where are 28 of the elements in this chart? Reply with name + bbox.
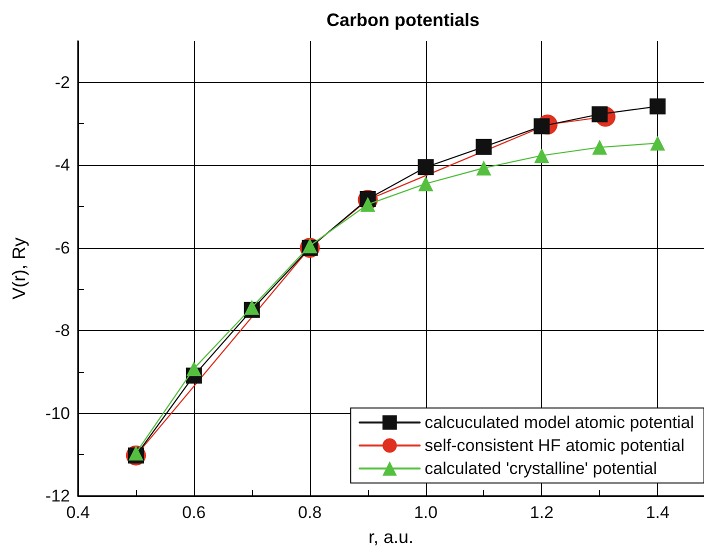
point	[244, 300, 260, 315]
x-tick-label: 0.4	[66, 503, 90, 522]
x-tick-label: 0.6	[182, 503, 206, 522]
point	[650, 98, 666, 114]
point	[534, 148, 550, 164]
x-tick-label: 0.8	[298, 503, 322, 522]
y-tick-label: -8	[54, 321, 70, 340]
point	[650, 136, 666, 151]
point	[418, 159, 434, 176]
y-tick-label: -4	[54, 156, 70, 175]
x-tick-label: 1.0	[414, 503, 438, 522]
point	[592, 140, 608, 155]
x-tick-label: 1.2	[530, 503, 554, 522]
legend-label: self-consistent HF atomic potential	[424, 436, 685, 455]
y-tick-label: -2	[54, 72, 70, 92]
point	[418, 176, 434, 192]
legend-label: calcuculated model atomic potential	[424, 413, 694, 432]
x-tick-label: 1.4	[646, 503, 670, 522]
legend-label: calculated 'crystalline' potential	[424, 459, 658, 478]
y-tick-label: -10	[45, 404, 70, 423]
point	[186, 361, 202, 376]
y-tick-label: -12	[45, 486, 70, 506]
x-axis-title: r, a.u.	[368, 527, 414, 547]
point	[476, 138, 492, 155]
chart-title: Carbon potentials	[326, 10, 480, 30]
y-axis-title: V(r), Ry	[9, 238, 29, 300]
point	[476, 160, 492, 176]
y-tick-label: -6	[54, 238, 70, 258]
